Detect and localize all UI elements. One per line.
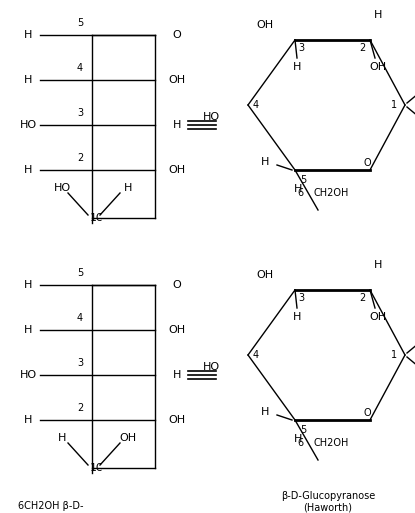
Text: H: H	[294, 434, 302, 444]
Text: H: H	[374, 10, 382, 20]
Text: H: H	[24, 30, 32, 40]
Text: OH: OH	[256, 20, 273, 30]
Text: 5: 5	[77, 268, 83, 278]
Text: H: H	[293, 312, 301, 322]
Text: 2: 2	[77, 153, 83, 163]
Text: 2: 2	[359, 43, 365, 53]
Text: H: H	[24, 280, 32, 290]
Text: HO: HO	[20, 370, 37, 380]
Text: 4: 4	[253, 100, 259, 110]
Text: H: H	[24, 165, 32, 175]
Text: O: O	[173, 280, 181, 290]
Text: HO: HO	[20, 120, 37, 130]
Text: H: H	[261, 407, 269, 417]
Text: 1: 1	[391, 350, 397, 360]
Text: H: H	[294, 184, 302, 194]
Text: 4: 4	[77, 63, 83, 73]
Text: H: H	[374, 260, 382, 270]
Text: CH2OH: CH2OH	[313, 188, 348, 198]
Text: 4: 4	[77, 313, 83, 323]
Text: O: O	[363, 158, 371, 168]
Text: 1C: 1C	[90, 213, 103, 223]
Text: 5: 5	[300, 175, 306, 185]
Text: H: H	[173, 370, 181, 380]
Text: 6: 6	[297, 188, 303, 198]
Text: 2: 2	[77, 403, 83, 413]
Text: H: H	[261, 157, 269, 167]
Text: OH: OH	[168, 325, 186, 335]
Text: OH: OH	[168, 75, 186, 85]
Text: 1: 1	[391, 100, 397, 110]
Text: β-D-Glucopyranose
(Haworth): β-D-Glucopyranose (Haworth)	[281, 491, 375, 512]
Text: OH: OH	[168, 415, 186, 425]
Text: H: H	[24, 75, 32, 85]
Text: O: O	[173, 30, 181, 40]
Text: 3: 3	[298, 293, 304, 303]
Text: 5: 5	[77, 18, 83, 28]
Text: H: H	[58, 433, 66, 443]
Text: OH: OH	[120, 433, 137, 443]
Text: HO: HO	[54, 183, 71, 193]
Text: OH: OH	[168, 165, 186, 175]
Text: OH: OH	[256, 270, 273, 280]
Text: H: H	[124, 183, 132, 193]
Text: HO: HO	[203, 112, 220, 122]
Text: 6CH2OH β-D-
Glucose (Fischer): 6CH2OH β-D- Glucose (Fischer)	[18, 501, 102, 513]
Text: 4: 4	[253, 350, 259, 360]
Text: 3: 3	[298, 43, 304, 53]
Text: 3: 3	[77, 108, 83, 118]
Text: O: O	[363, 408, 371, 418]
Text: 1C: 1C	[90, 463, 103, 473]
Text: CH2OH: CH2OH	[313, 438, 348, 448]
Text: OH: OH	[369, 62, 386, 72]
Text: H: H	[173, 120, 181, 130]
Text: H: H	[293, 62, 301, 72]
Text: 3: 3	[77, 358, 83, 368]
Text: H: H	[24, 415, 32, 425]
Text: 2: 2	[359, 293, 365, 303]
Text: OH: OH	[369, 312, 386, 322]
Text: HO: HO	[203, 362, 220, 372]
Text: H: H	[24, 325, 32, 335]
Text: 6: 6	[297, 438, 303, 448]
Text: 5: 5	[300, 425, 306, 435]
